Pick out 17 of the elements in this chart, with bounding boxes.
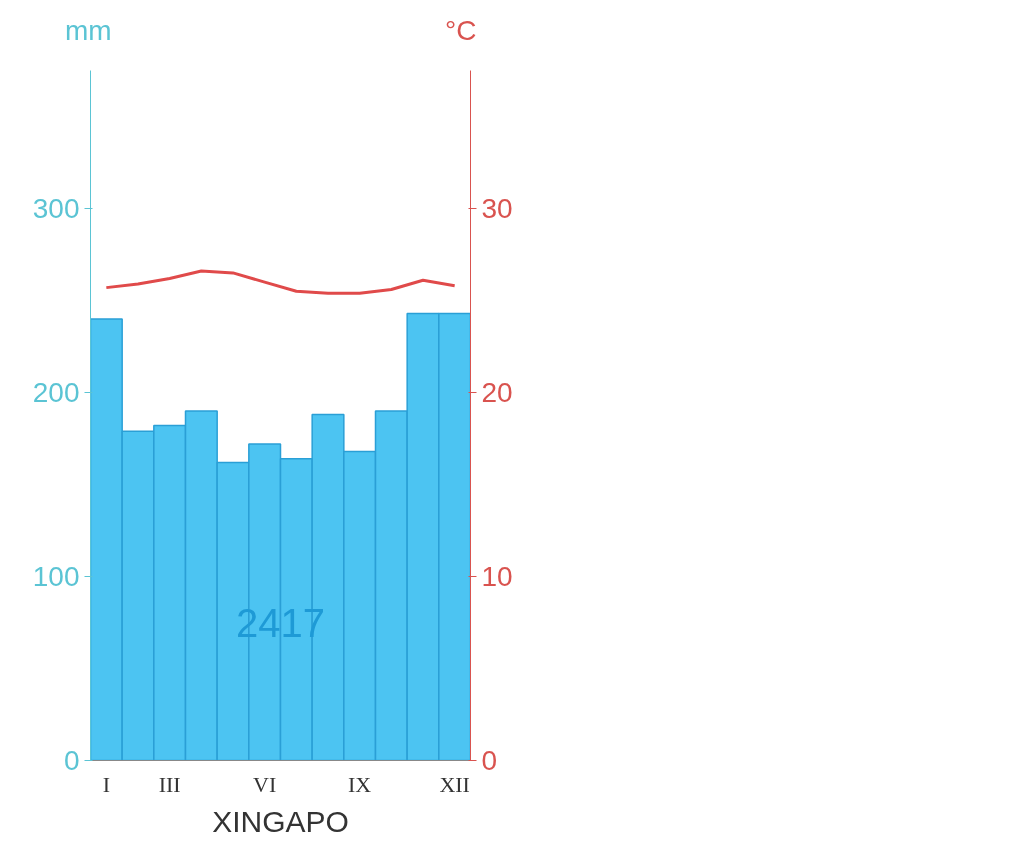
y2-tick-label: 0 (481, 745, 498, 776)
x-tick-label: VI (253, 771, 277, 797)
x-tick-label: I (102, 771, 110, 797)
y-tick-label: 300 (32, 193, 80, 224)
y2-tick-label: 10 (481, 561, 513, 592)
x-axis-title: XINGAPO (212, 804, 349, 838)
y2-tick-label: 30 (481, 193, 513, 224)
x-tick-label: IX (348, 771, 372, 797)
y-axis-title: mm (65, 15, 112, 47)
y2-tick-label: 20 (481, 377, 513, 408)
y-tick-label: 100 (32, 561, 80, 592)
y-tick-label: 0 (63, 745, 80, 776)
y2-axis-title: °C (445, 15, 477, 47)
x-tick-label: III (158, 771, 181, 797)
y-tick-label: 200 (32, 377, 80, 408)
line-series (104, 269, 457, 295)
x-tick-label: XII (439, 771, 470, 797)
